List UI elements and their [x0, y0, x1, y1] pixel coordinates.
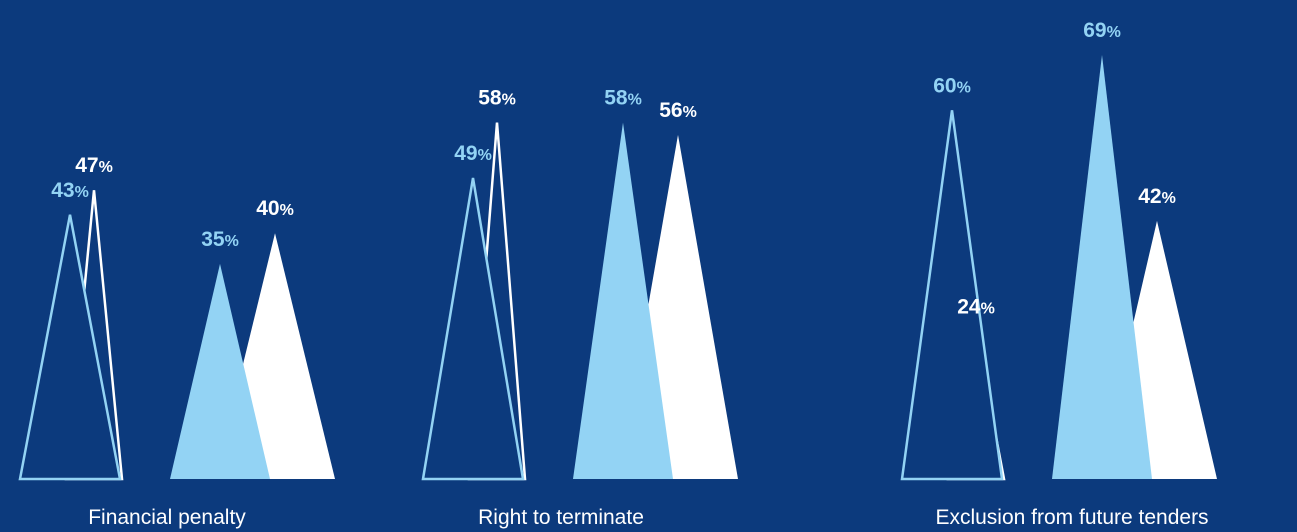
chart-marks: [18, 55, 1217, 481]
value-label-0-2: 35%: [201, 228, 239, 251]
value-label-0-1: 47%: [75, 154, 113, 177]
value-label-2-0: 60%: [933, 74, 971, 97]
value-label-1-2: 58%: [604, 87, 642, 110]
value-label-1-1: 58%: [478, 87, 516, 110]
triangle-mark-0-2: [170, 263, 270, 479]
triangle-mark-2-0: [900, 110, 1004, 481]
category-label-1: Right to terminate: [478, 506, 644, 529]
value-label-2-2: 69%: [1083, 19, 1121, 42]
value-label-2-1: 24%: [957, 296, 995, 319]
triangle-mark-1-0: [421, 177, 525, 481]
value-label-1-3: 56%: [659, 99, 697, 122]
category-label-0: Financial penalty: [88, 506, 246, 529]
triangle-mark-2-2: [1052, 55, 1152, 479]
value-label-2-3: 42%: [1138, 185, 1176, 208]
value-label-0-0: 43%: [51, 179, 89, 202]
triangle-mark-1-2: [573, 122, 673, 479]
value-label-1-0: 49%: [454, 142, 492, 165]
category-label-2: Exclusion from future tenders: [935, 506, 1208, 529]
triangle-mark-0-0: [18, 214, 122, 481]
value-label-0-3: 40%: [256, 197, 294, 220]
chart-labels: 43%47% 35% 40% Financial penalty 49% 58% 58% 56…: [51, 19, 1208, 529]
